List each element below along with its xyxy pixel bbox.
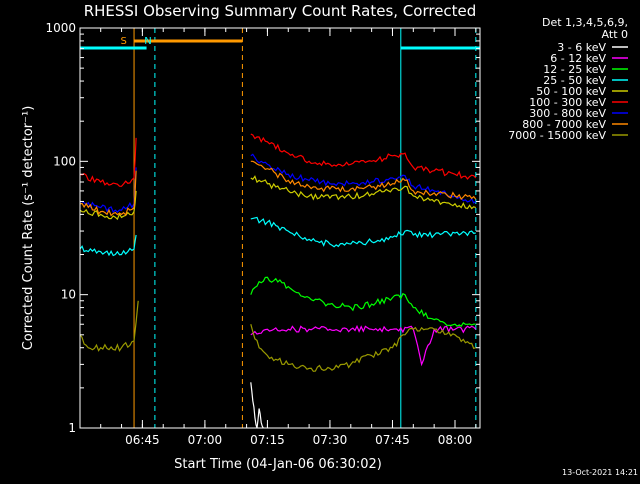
legend-label-7: 300 - 800 keV: [529, 107, 606, 120]
chart-xlabel: Start Time (04-Jan-06 06:30:02): [174, 457, 382, 472]
x-tick-label-1: 06:45: [125, 433, 160, 447]
x-tick-label-5: 07:45: [375, 433, 410, 447]
x-tick-label-6: 08:00: [438, 433, 473, 447]
series-2: [250, 324, 477, 367]
series-line-5: [250, 175, 477, 210]
x-tick-label-3: 07:15: [250, 433, 285, 447]
chart-title: RHESSI Observing Summary Count Rates, Co…: [84, 2, 477, 20]
flag-label-1: S: [120, 36, 126, 47]
series-line-8: [250, 160, 477, 201]
legend-label-2: 6 - 12 keV: [550, 52, 606, 65]
flag-label-2: N: [144, 36, 151, 47]
legend-label-9: 7000 - 15000 keV: [508, 129, 606, 142]
legend-label-5: 50 - 100 keV: [536, 85, 606, 98]
series-line-6: [250, 133, 477, 180]
series-line-8: [79, 170, 137, 217]
y-tick-label-1: 1: [68, 421, 76, 435]
series-line-4: [250, 216, 476, 248]
x-tick-label-2: 07:00: [188, 433, 223, 447]
series-line-5: [79, 190, 137, 221]
series-8: [79, 160, 477, 217]
series-9: [79, 300, 476, 372]
legend-label-4: 25 - 50 keV: [543, 74, 606, 87]
plot-frame: [79, 27, 481, 429]
series-line-2: [250, 324, 477, 367]
series-3: [250, 276, 476, 328]
series-6: [79, 133, 477, 187]
x-tick-label-4: 07:30: [313, 433, 348, 447]
series-line-9: [79, 300, 139, 353]
series-line-6: [79, 137, 137, 187]
generation-timestamp: 13-Oct-2021 14:21: [562, 468, 638, 477]
series-5: [79, 175, 477, 221]
y-tick-label-2: 10: [61, 288, 76, 302]
axes-layer: 1 10 100 1000 06:45 07:00 07:15 07:30 07:45 08:00: [45, 21, 481, 447]
legend-label-1: 3 - 6 keV: [557, 41, 606, 54]
chart-ylabel: Corrected Count Rate (s⁻¹ detector⁻¹): [21, 106, 36, 351]
y-tick-label-4: 1000: [45, 21, 76, 35]
legend-header-line-1: Det 1,3,4,5,6,9,: [542, 16, 628, 29]
legend-label-8: 800 - 7000 keV: [522, 118, 606, 131]
legend-label-6: 100 - 300 keV: [529, 96, 606, 109]
legend-label-3: 12 - 25 keV: [543, 63, 606, 76]
series-line-3: [250, 276, 476, 328]
y-tick-label-3: 100: [53, 154, 76, 168]
series-4: [79, 216, 476, 257]
legend-header-line-2: Att 0: [602, 28, 628, 41]
series-line-4: [79, 234, 137, 257]
series-line-9: [250, 324, 476, 372]
series-line-7: [250, 153, 477, 204]
